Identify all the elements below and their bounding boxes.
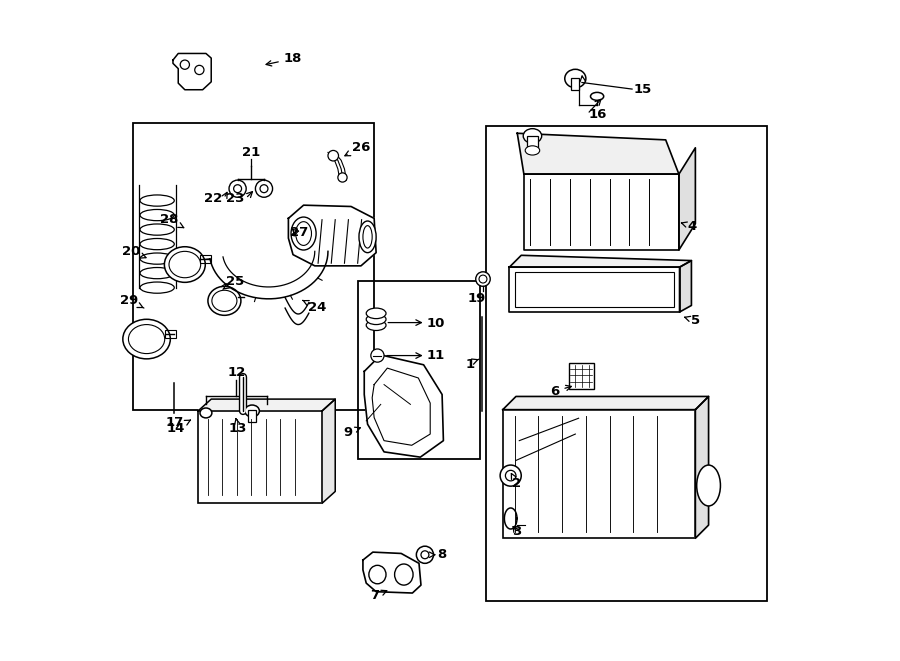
Text: 25: 25 xyxy=(223,274,244,290)
Text: 5: 5 xyxy=(685,314,700,327)
Circle shape xyxy=(229,180,247,197)
Circle shape xyxy=(417,546,434,563)
Circle shape xyxy=(476,272,491,286)
Text: 21: 21 xyxy=(242,146,260,159)
Polygon shape xyxy=(509,255,691,267)
Polygon shape xyxy=(503,397,708,410)
Text: 4: 4 xyxy=(681,219,697,233)
Text: 11: 11 xyxy=(427,349,446,362)
Ellipse shape xyxy=(122,319,170,359)
Bar xyxy=(503,410,696,538)
Text: 22: 22 xyxy=(204,192,222,205)
Text: 28: 28 xyxy=(160,214,184,228)
Circle shape xyxy=(506,471,516,481)
Ellipse shape xyxy=(366,308,386,319)
Bar xyxy=(165,330,176,338)
Ellipse shape xyxy=(129,325,165,354)
Circle shape xyxy=(260,184,268,192)
Bar xyxy=(569,364,594,389)
Text: 16: 16 xyxy=(589,108,607,121)
Text: 7: 7 xyxy=(370,589,387,602)
Circle shape xyxy=(371,349,384,362)
Bar xyxy=(486,126,767,601)
Ellipse shape xyxy=(526,146,540,155)
Circle shape xyxy=(234,184,241,192)
Text: 20: 20 xyxy=(122,245,146,258)
Bar xyxy=(572,78,580,90)
Polygon shape xyxy=(198,399,335,411)
Bar xyxy=(357,281,480,459)
Polygon shape xyxy=(363,552,421,593)
Text: 12: 12 xyxy=(227,366,246,379)
Ellipse shape xyxy=(291,217,316,250)
Ellipse shape xyxy=(169,251,201,278)
Circle shape xyxy=(479,275,487,283)
Ellipse shape xyxy=(369,565,386,584)
Text: 6: 6 xyxy=(550,385,572,398)
Ellipse shape xyxy=(165,247,205,282)
Ellipse shape xyxy=(523,129,542,143)
Ellipse shape xyxy=(208,286,241,315)
Text: 26: 26 xyxy=(345,141,371,156)
Ellipse shape xyxy=(359,221,376,253)
Ellipse shape xyxy=(366,320,386,330)
Ellipse shape xyxy=(212,290,237,311)
Bar xyxy=(527,136,537,148)
Text: 3: 3 xyxy=(512,525,521,538)
Polygon shape xyxy=(696,397,708,538)
Ellipse shape xyxy=(363,225,373,248)
Text: 24: 24 xyxy=(302,300,327,314)
Polygon shape xyxy=(518,134,679,174)
Text: 13: 13 xyxy=(229,418,248,435)
Text: 9: 9 xyxy=(343,426,360,440)
Bar xyxy=(198,411,322,503)
Text: 15: 15 xyxy=(634,83,652,96)
Text: 18: 18 xyxy=(266,52,302,66)
Ellipse shape xyxy=(366,314,386,325)
Text: 2: 2 xyxy=(511,473,521,490)
Text: 19: 19 xyxy=(467,292,485,305)
Polygon shape xyxy=(288,205,376,266)
Polygon shape xyxy=(524,174,679,250)
Polygon shape xyxy=(364,355,444,457)
Polygon shape xyxy=(173,54,212,90)
Ellipse shape xyxy=(697,465,720,506)
Text: 1: 1 xyxy=(466,358,475,371)
Polygon shape xyxy=(509,267,680,312)
Circle shape xyxy=(500,465,521,486)
Text: 17: 17 xyxy=(166,416,184,429)
Bar xyxy=(515,272,674,307)
Polygon shape xyxy=(322,399,335,503)
Bar xyxy=(248,410,256,422)
Polygon shape xyxy=(210,251,328,299)
Text: 8: 8 xyxy=(436,548,446,561)
Ellipse shape xyxy=(565,69,586,88)
Circle shape xyxy=(328,151,338,161)
Ellipse shape xyxy=(245,405,259,417)
Text: 23: 23 xyxy=(226,192,244,205)
Ellipse shape xyxy=(394,564,413,585)
Text: 29: 29 xyxy=(121,294,144,308)
Bar xyxy=(133,123,374,410)
Ellipse shape xyxy=(200,408,212,418)
Text: 10: 10 xyxy=(427,317,446,330)
Polygon shape xyxy=(680,260,691,312)
Circle shape xyxy=(256,180,273,197)
Ellipse shape xyxy=(590,93,604,100)
Polygon shape xyxy=(679,148,696,250)
Ellipse shape xyxy=(296,221,311,245)
Circle shape xyxy=(421,551,429,559)
Text: 27: 27 xyxy=(291,226,309,239)
Bar xyxy=(200,255,211,263)
Circle shape xyxy=(338,173,347,182)
Text: 14: 14 xyxy=(166,420,191,435)
